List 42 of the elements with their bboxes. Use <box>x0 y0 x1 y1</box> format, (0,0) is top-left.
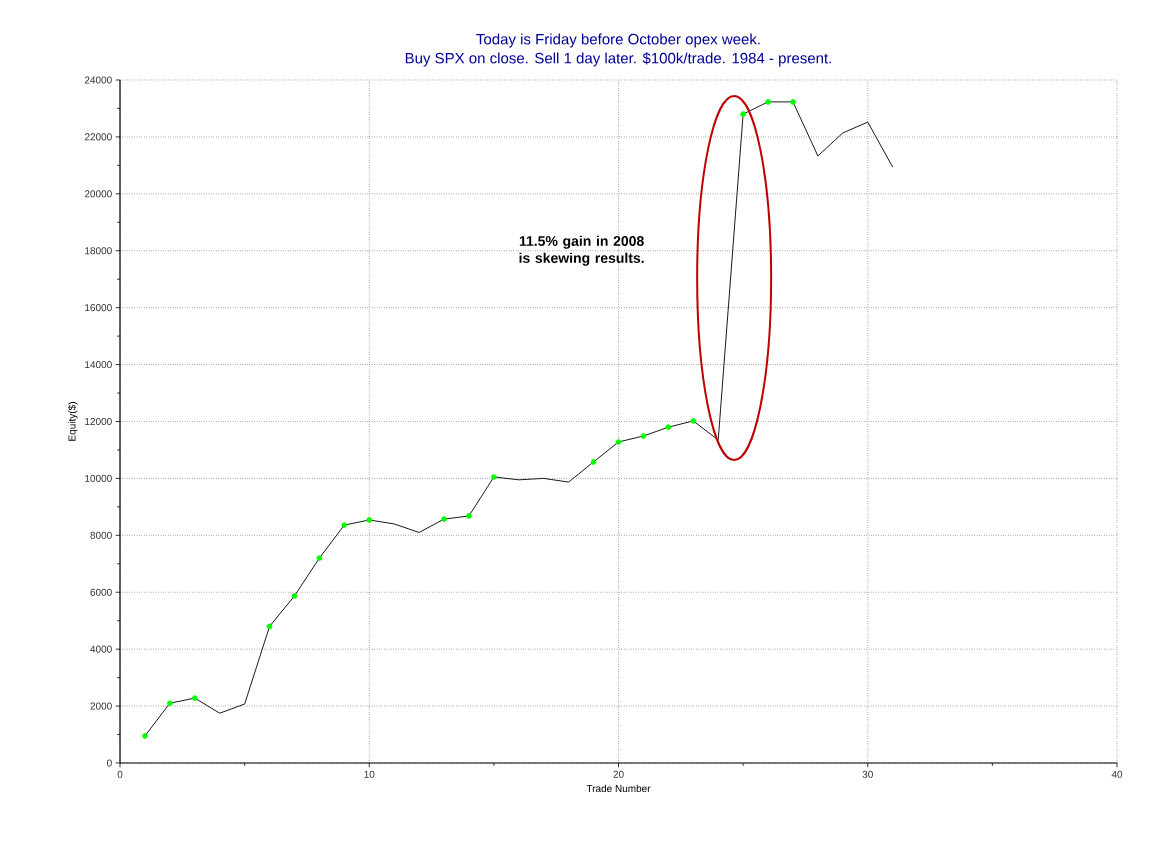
y-tick-label: 16000 <box>85 304 112 312</box>
x-tick-label: 30 <box>862 770 873 778</box>
y-tick-label: 8000 <box>90 531 112 539</box>
y-tick-label: 12000 <box>85 417 112 426</box>
chart-subtitle: Buy SPX on close. Sell 1 day later. $100k/trade. 1984 - present. <box>405 52 831 67</box>
chart-title: Today is Friday before October opex week. <box>476 33 760 48</box>
point <box>790 99 796 105</box>
x-tick-label: 10 <box>364 770 375 778</box>
y-tick-label: 6000 <box>90 588 112 596</box>
point <box>291 593 298 599</box>
point <box>590 459 597 465</box>
y-tick-label: 2000 <box>90 702 112 710</box>
x-axis-title: Trade Number <box>586 784 651 793</box>
point <box>441 516 447 522</box>
point <box>615 439 622 445</box>
point <box>765 99 771 105</box>
y-tick-label: 0 <box>107 759 112 767</box>
x-tick-label: 0 <box>117 770 123 778</box>
y-tick-label: 18000 <box>85 247 112 255</box>
y-tick-label: 4000 <box>90 645 112 653</box>
point <box>466 513 472 519</box>
point <box>142 733 148 739</box>
annotation: 11.5% gain in 2008 is skewing results. <box>519 235 644 266</box>
point <box>266 623 273 630</box>
y-axis-title: Equity($) <box>68 402 78 441</box>
x-tick-label: 40 <box>1111 770 1123 778</box>
point <box>316 555 323 561</box>
x-tick-label: 20 <box>613 770 624 778</box>
point <box>640 433 647 439</box>
y-tick-label: 10000 <box>85 474 112 482</box>
y-tick-label: 22000 <box>84 133 112 141</box>
point <box>665 424 672 430</box>
point <box>191 695 198 701</box>
point <box>167 700 173 707</box>
y-tick-label: 14000 <box>85 361 112 369</box>
point <box>491 474 497 480</box>
point <box>341 522 348 528</box>
point <box>740 111 746 117</box>
point <box>690 418 697 424</box>
y-tick-label: 20000 <box>84 190 112 198</box>
y-tick-label: 24000 <box>84 76 112 84</box>
point <box>366 517 373 523</box>
